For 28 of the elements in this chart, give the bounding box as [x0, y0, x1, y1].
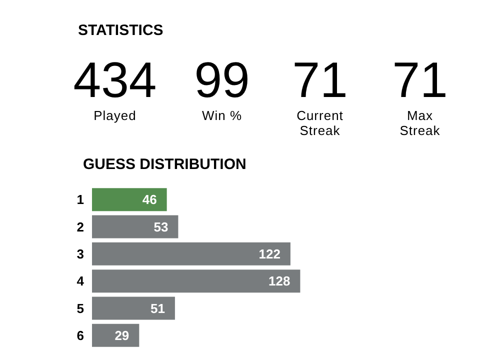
bar — [92, 242, 290, 266]
y-tick-label: 6 — [76, 328, 84, 343]
text: Current Streak — [296, 108, 344, 138]
data-label: 53 — [154, 219, 168, 234]
data-label: 29 — [114, 328, 130, 343]
bar — [92, 188, 167, 212]
data-label: 51 — [150, 300, 165, 316]
chart-title: GUESS DISTRIBUTION — [83, 156, 246, 173]
y-tick-label: 5 — [76, 300, 84, 316]
data-label: 46 — [142, 192, 157, 208]
y-tick-label: 4 — [76, 274, 85, 289]
y-tick-label: 1 — [76, 192, 84, 208]
text: 71 — [291, 52, 349, 108]
bar — [92, 215, 178, 238]
text: 434 — [72, 52, 158, 108]
data-label: 122 — [258, 246, 280, 262]
text: STATISTICS — [78, 22, 164, 39]
bar — [92, 270, 300, 293]
text: Played — [92, 108, 138, 123]
y-tick-label: 2 — [76, 219, 84, 234]
text: Win % — [200, 108, 244, 123]
text: Max Streak — [398, 108, 442, 138]
bar — [92, 296, 175, 320]
data-label: 128 — [268, 274, 290, 289]
y-tick-label: 3 — [76, 246, 84, 262]
text: 71 — [391, 52, 449, 108]
bar — [92, 324, 140, 347]
text: 99 — [193, 52, 251, 108]
